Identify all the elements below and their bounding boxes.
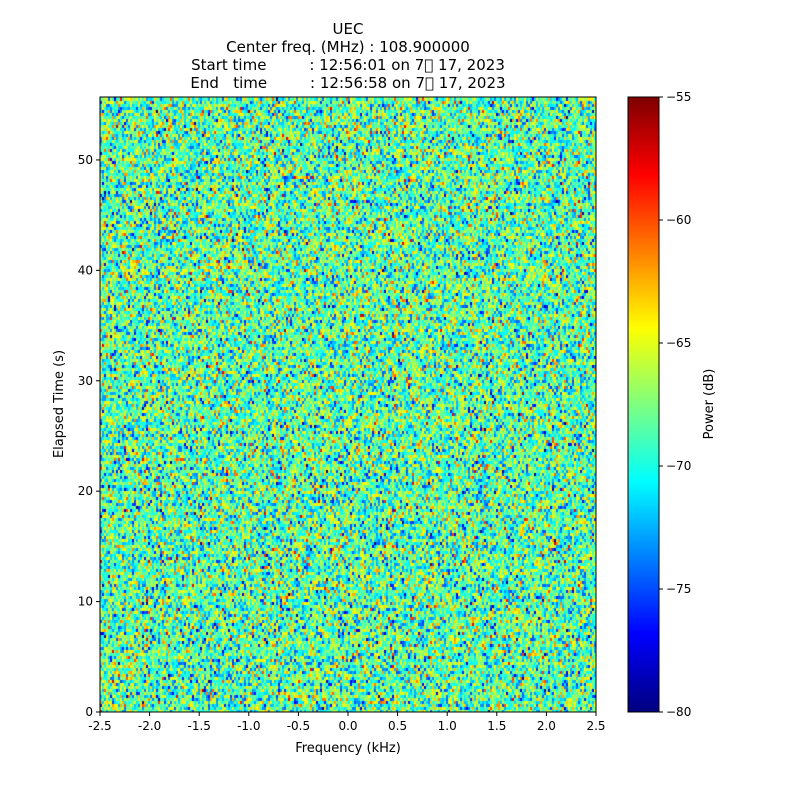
y-tick-label: 0 — [85, 705, 93, 719]
colorbar-tick-label: −70 — [666, 459, 691, 473]
x-tick-label: 2.0 — [537, 719, 556, 733]
colorbar-frame — [627, 96, 660, 713]
y-tick-label: 10 — [78, 595, 93, 609]
x-tick-label: -0.5 — [287, 719, 310, 733]
y-tick-label: 50 — [78, 153, 93, 167]
x-tick-label: 2.5 — [586, 719, 605, 733]
y-tick-label: 30 — [78, 374, 93, 388]
y-tick-label: 20 — [78, 484, 93, 498]
y-tick-label: 40 — [78, 263, 93, 277]
x-tick-label: 0.0 — [338, 719, 357, 733]
x-axis-label: Frequency (kHz) — [295, 741, 401, 756]
colorbar-tick-label: −55 — [666, 90, 691, 104]
colorbar-tick-label: −80 — [666, 705, 691, 719]
x-tick-label: 1.0 — [438, 719, 457, 733]
x-tick-label: 1.5 — [487, 719, 506, 733]
x-tick-label: -2.0 — [138, 719, 161, 733]
spectrogram-heatmap — [100, 97, 596, 712]
chart-title-line-4: End time : 12:56:58 on 7  17, 2023 — [190, 74, 506, 92]
chart-title-line-1: UEC — [332, 20, 364, 38]
colorbar-tick-label: −60 — [666, 213, 691, 227]
colorbar-tick-label: −75 — [666, 582, 691, 596]
chart-title-line-2: Center freq. (MHz) : 108.900000 — [226, 38, 470, 56]
x-tick-label: -2.5 — [88, 719, 111, 733]
colorbar-tick-label: −65 — [666, 336, 691, 350]
x-tick-label: -1.5 — [187, 719, 210, 733]
x-tick-label: 0.5 — [388, 719, 407, 733]
y-axis-label: Elapsed Time (s) — [52, 350, 67, 458]
colorbar-label: Power (dB) — [702, 369, 717, 440]
colorbar-gradient — [628, 97, 659, 712]
chart-title-line-3: Start time : 12:56:01 on 7  17, 2023 — [191, 56, 505, 74]
x-tick-label: -1.0 — [237, 719, 260, 733]
